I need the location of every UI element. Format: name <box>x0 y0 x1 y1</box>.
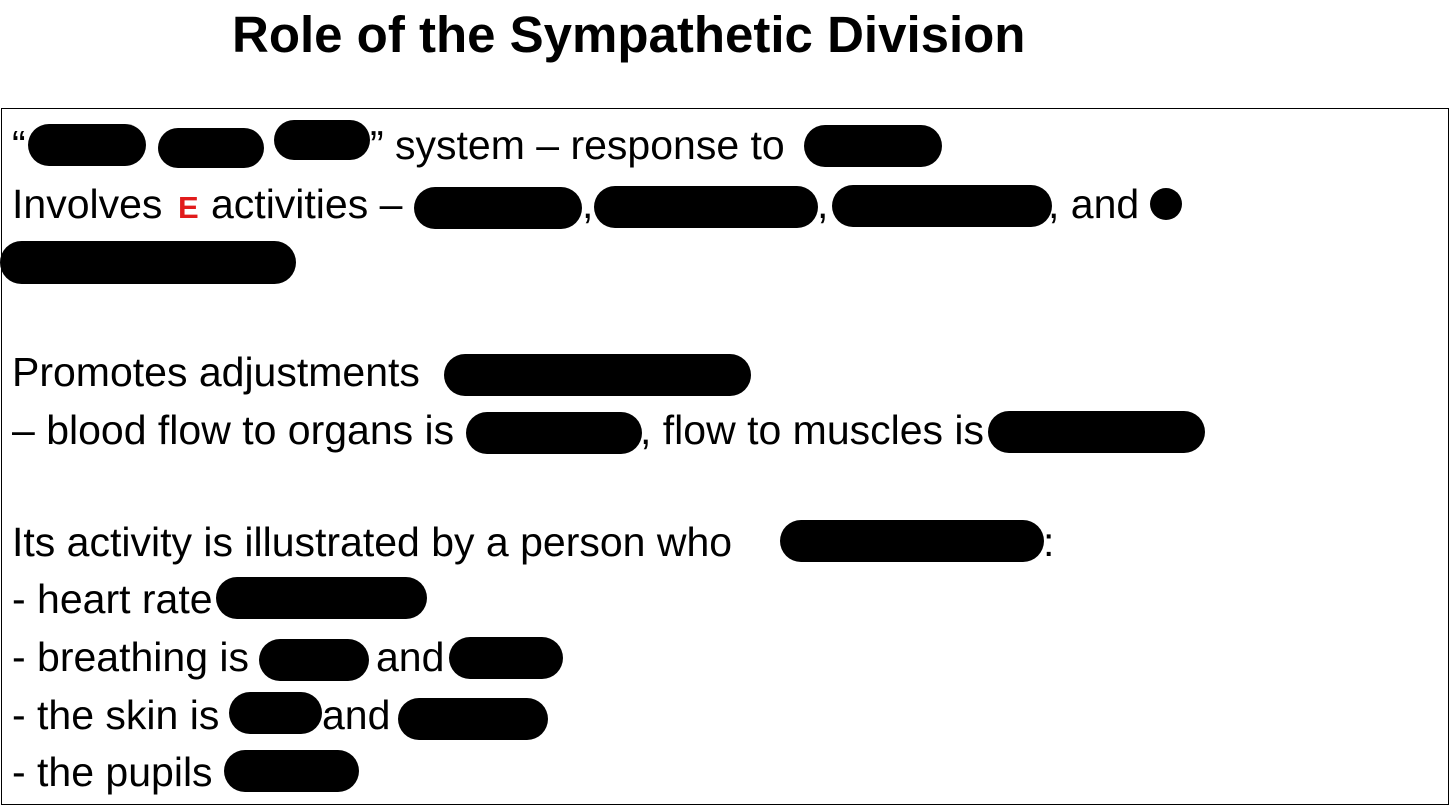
e-marker: E <box>178 190 199 225</box>
redaction <box>832 185 1052 227</box>
redaction <box>259 639 369 681</box>
system-response-text: ” system – response to <box>370 122 785 168</box>
redaction <box>28 124 146 166</box>
and-text: and <box>376 634 445 680</box>
redaction <box>414 187 582 229</box>
slide-title: Role of the Sympathetic Division <box>232 6 1026 63</box>
redaction <box>224 750 359 792</box>
line-fight-or-flight: “ <box>12 121 26 169</box>
redaction <box>594 186 818 228</box>
pupils-text: - the pupils <box>12 749 213 795</box>
redaction <box>988 411 1205 453</box>
redaction <box>1150 188 1182 220</box>
activity-illustrated-text: Its activity is illustrated by a person … <box>12 519 733 565</box>
comma: , <box>582 181 594 227</box>
redaction <box>158 128 264 168</box>
redaction <box>216 577 427 619</box>
comma: , <box>817 181 829 227</box>
skin-text: - the skin is <box>12 692 220 738</box>
involves-label: Involves <box>12 181 163 227</box>
redaction <box>229 692 322 734</box>
redaction <box>466 412 642 454</box>
activities-text: activities – <box>211 181 403 227</box>
heart-rate-text: - heart rate <box>12 576 213 622</box>
flow-muscles-text: , flow to muscles is <box>640 407 985 453</box>
and-text: , and <box>1048 181 1140 227</box>
redaction <box>780 520 1044 562</box>
promotes-adjustments-text: Promotes adjustments <box>12 349 420 395</box>
blood-flow-organs-text: – blood flow to organs is <box>12 407 455 453</box>
redaction <box>0 241 296 284</box>
redaction <box>398 698 548 740</box>
and-text: and <box>322 692 391 738</box>
redaction <box>804 125 942 167</box>
redaction <box>274 120 370 160</box>
redaction <box>449 637 563 679</box>
content-frame <box>1 108 1449 805</box>
breathing-text: - breathing is <box>12 634 250 680</box>
redaction <box>444 354 751 396</box>
quote-open: “ <box>12 122 26 168</box>
colon: : <box>1043 519 1055 565</box>
